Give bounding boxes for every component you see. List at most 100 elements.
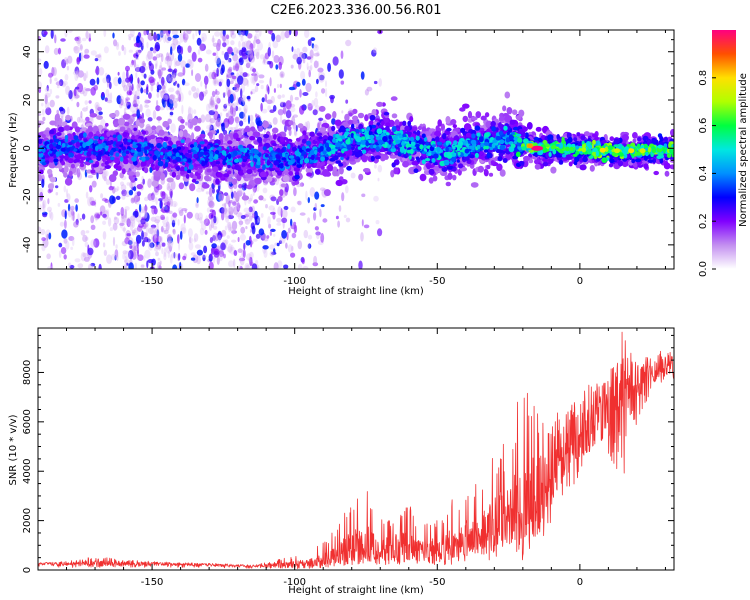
noise-speckle: [228, 206, 234, 216]
noise-speckle: [224, 202, 227, 208]
noise-speckle: [345, 185, 349, 194]
noise-speckle: [79, 217, 82, 221]
noise-speckle: [123, 84, 128, 92]
noise-speckle: [285, 242, 288, 248]
noise-speckle: [80, 110, 83, 119]
noise-speckle: [315, 91, 318, 98]
noise-speckle: [303, 229, 309, 239]
noise-speckle: [151, 224, 156, 229]
noise-speckle: [222, 108, 228, 112]
noise-speckle: [204, 82, 207, 89]
ridge-point: [227, 177, 233, 182]
noise-speckle: [311, 43, 315, 49]
noise-speckle: [38, 187, 44, 196]
noise-speckle: [88, 263, 94, 269]
noise-speckle: [314, 191, 320, 200]
noise-speckle: [56, 109, 59, 115]
noise-speckle: [109, 227, 113, 232]
noise-speckle: [84, 241, 89, 248]
noise-speckle: [94, 213, 101, 219]
noise-speckle: [239, 120, 244, 127]
noise-speckle: [131, 229, 137, 234]
noise-speckle: [44, 92, 51, 98]
noise-speckle: [141, 41, 144, 47]
noise-speckle: [185, 121, 188, 126]
noise-speckle: [121, 264, 128, 269]
noise-speckle: [175, 90, 180, 95]
noise-speckle: [203, 245, 208, 254]
noise-speckle: [227, 109, 232, 119]
ridge-point: [227, 140, 233, 145]
noise-speckle: [197, 57, 203, 63]
ridge-point: [282, 174, 290, 183]
noise-speckle: [297, 200, 302, 206]
ridge-point: [162, 120, 170, 128]
noise-speckle: [67, 55, 73, 64]
noise-speckle: [341, 192, 345, 202]
noise-speckle: [216, 97, 221, 104]
noise-speckle: [46, 84, 49, 92]
noise-speckle: [238, 40, 241, 48]
noise-speckle: [239, 255, 242, 263]
noise-speckle: [312, 262, 319, 267]
noise-speckle: [188, 59, 194, 69]
ridge-point: [105, 122, 109, 127]
noise-speckle: [229, 80, 234, 85]
noise-speckle: [246, 95, 251, 100]
noise-speckle: [177, 218, 180, 226]
noise-speckle: [296, 47, 301, 56]
noise-speckle: [205, 191, 210, 195]
noise-speckle: [104, 198, 109, 203]
noise-speckle: [325, 87, 328, 98]
noise-speckle: [209, 198, 212, 208]
ridge-point: [526, 122, 533, 130]
ridge-point: [245, 173, 252, 179]
noise-speckle: [144, 204, 147, 214]
noise-speckle: [278, 240, 283, 245]
noise-speckle: [192, 92, 199, 99]
noise-speckle: [273, 88, 276, 93]
noise-speckle: [45, 107, 52, 116]
noise-speckle: [268, 223, 272, 229]
noise-speckle: [285, 110, 292, 119]
noise-speckle: [285, 242, 288, 249]
noise-speckle: [307, 243, 312, 249]
noise-speckle: [157, 242, 162, 251]
ridge-point: [643, 163, 649, 170]
noise-speckle: [245, 62, 251, 69]
noise-speckle: [373, 195, 379, 202]
ridge-point: [175, 174, 181, 180]
ridge-point: [390, 96, 398, 101]
noise-speckle: [190, 252, 196, 256]
noise-speckle: [296, 201, 301, 205]
noise-speckle: [141, 112, 144, 120]
noise-speckle: [46, 253, 51, 260]
noise-speckle: [57, 202, 61, 207]
noise-speckle: [38, 81, 43, 91]
noise-speckle: [176, 86, 182, 97]
noise-speckle: [200, 220, 207, 231]
noise-speckle: [245, 46, 252, 55]
noise-speckle: [81, 119, 86, 123]
noise-speckle: [225, 215, 230, 223]
noise-speckle: [85, 30, 89, 39]
noise-speckle: [310, 55, 314, 60]
noise-speckle: [147, 117, 153, 122]
ridge-point: [135, 171, 140, 177]
noise-speckle: [230, 79, 234, 84]
noise-speckle: [300, 52, 306, 62]
ridge-point: [55, 113, 60, 122]
noise-speckle: [246, 79, 250, 87]
noise-speckle: [126, 218, 131, 228]
noise-speckle: [77, 263, 84, 269]
noise-speckle: [143, 210, 148, 219]
noise-speckle: [134, 90, 140, 100]
noise-speckle: [155, 197, 158, 206]
ridge-point: [254, 177, 262, 185]
ridge-point: [156, 116, 162, 121]
noise-speckle: [68, 90, 73, 100]
noise-speckle: [166, 199, 172, 206]
noise-speckle: [302, 46, 308, 53]
noise-speckle: [281, 217, 288, 223]
